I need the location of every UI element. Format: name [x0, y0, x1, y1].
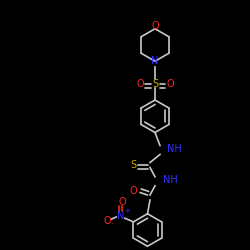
Text: O: O	[130, 186, 138, 196]
Text: NH: NH	[162, 175, 177, 185]
Text: O: O	[136, 79, 144, 89]
Text: O: O	[166, 79, 174, 89]
Text: O: O	[151, 21, 159, 31]
Text: NH: NH	[168, 144, 182, 154]
Text: O: O	[103, 216, 111, 226]
Text: O: O	[118, 197, 126, 207]
Text: N: N	[117, 211, 124, 221]
Text: +: +	[124, 208, 130, 214]
Text: -: -	[110, 220, 113, 226]
Text: S: S	[152, 79, 158, 89]
Text: S: S	[131, 160, 137, 170]
Text: N: N	[151, 56, 159, 66]
